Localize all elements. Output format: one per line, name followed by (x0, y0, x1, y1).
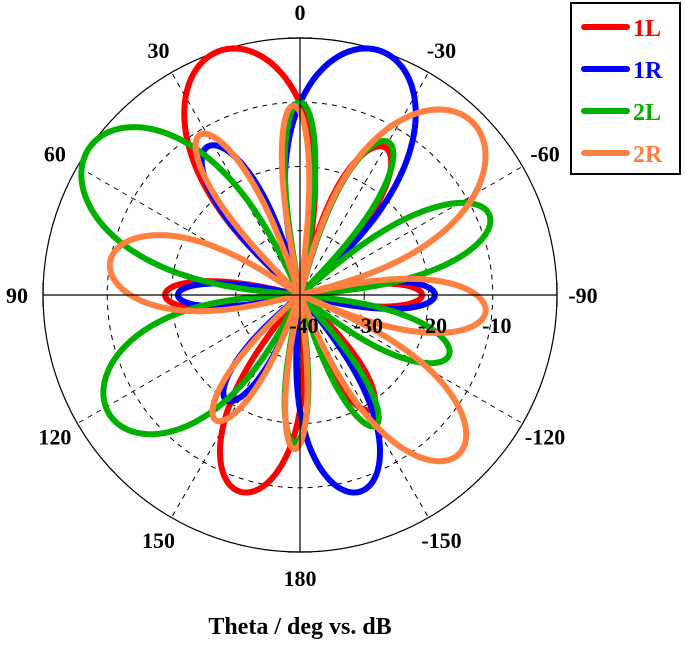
angle-tick-label: 180 (284, 566, 317, 591)
legend: 1L 1R 2L 2R (570, 2, 681, 175)
legend-label: 1R (633, 58, 663, 84)
angle-tick-label: 150 (142, 528, 175, 553)
series-curves (78, 45, 494, 496)
polar-axes (42, 37, 558, 553)
angle-tick-label: -150 (421, 528, 461, 553)
angle-tick-label: 0 (295, 0, 306, 25)
angle-tick-label: 90 (6, 283, 28, 308)
angle-tick-label: 30 (148, 38, 170, 63)
angle-tick-label: -120 (525, 425, 565, 450)
grid-spoke (299, 294, 523, 424)
angle-tick-labels: 0 30 60 90 120 150 180 -150 -120 -90 -60 -30 (6, 0, 598, 591)
radial-tick-label: -40 (289, 313, 318, 338)
legend-box (570, 2, 681, 175)
grid-spoke (299, 294, 429, 518)
legend-label: 2R (633, 142, 663, 168)
angle-tick-label: 60 (44, 142, 66, 167)
angle-tick-label: -90 (568, 283, 597, 308)
x-axis-label: Theta / deg vs. dB (208, 614, 392, 640)
angle-tick-label: 120 (38, 425, 71, 450)
legend-label: 2L (633, 100, 661, 126)
grid-spoke (299, 72, 429, 296)
series-2R-curve (106, 102, 489, 465)
angle-tick-label: -30 (427, 38, 456, 63)
angle-tick-label: -60 (530, 142, 559, 167)
radial-tick-label: -20 (418, 313, 447, 338)
grid-spoke (171, 72, 301, 296)
radial-tick-label: -10 (482, 313, 511, 338)
legend-label: 1L (633, 16, 661, 42)
grid-spoke (299, 166, 523, 296)
radial-tick-labels: -40 -30 -20 -10 (289, 313, 511, 338)
radial-tick-label: -30 (354, 313, 383, 338)
grid-spoke (77, 294, 301, 424)
